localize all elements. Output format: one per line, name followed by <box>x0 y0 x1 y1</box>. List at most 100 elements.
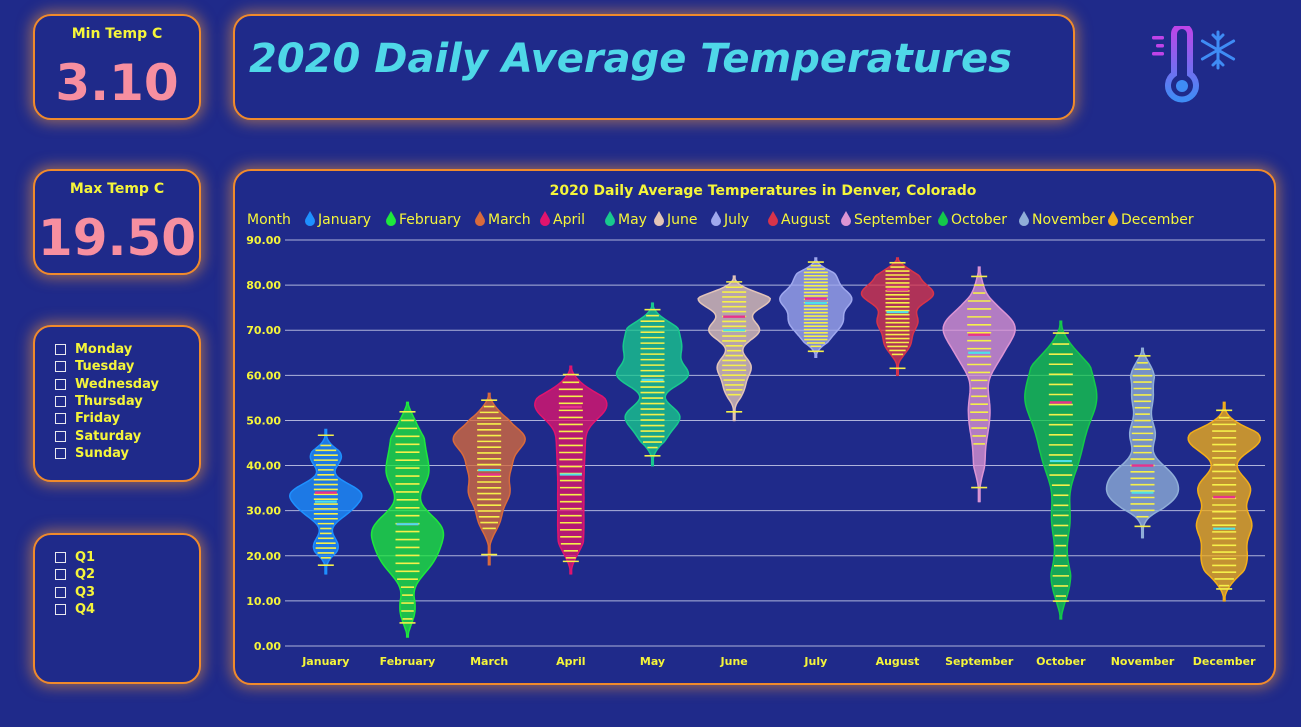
max-temp-card: Max Temp C 19.50 <box>33 169 201 275</box>
checkbox-saturday[interactable] <box>55 430 66 442</box>
day-option-label: Friday <box>75 411 121 427</box>
checkbox-q2[interactable] <box>55 569 66 581</box>
quarter-option-label: Q3 <box>75 584 96 600</box>
checkbox-q4[interactable] <box>55 604 66 616</box>
x-tick-label: April <box>556 655 585 668</box>
legend-marker-may <box>605 211 615 226</box>
chart-title: 2020 Daily Average Temperatures in Denve… <box>550 183 977 199</box>
legend-marker-february <box>386 211 396 226</box>
min-temp-value: 3.10 <box>55 54 179 112</box>
legend-marker-march <box>475 211 485 227</box>
y-tick-label: 50.00 <box>246 414 281 427</box>
thermometer-snowflake-icon <box>1152 26 1236 103</box>
checkbox-tuesday[interactable] <box>55 361 66 373</box>
violin-march <box>452 392 526 566</box>
min-temp-card: Min Temp C 3.10 <box>33 14 201 120</box>
chart-card: 2020 Daily Average Temperatures in Denve… <box>233 169 1276 685</box>
min-temp-label: Min Temp C <box>71 26 163 42</box>
day-option-saturday[interactable]: Saturday <box>55 427 159 444</box>
violin-july <box>779 257 853 359</box>
checkbox-q1[interactable] <box>55 552 66 564</box>
violin-december <box>1187 401 1261 602</box>
legend-marker-november <box>1019 211 1029 226</box>
violin-february <box>370 401 445 638</box>
max-temp-value: 19.50 <box>37 209 197 267</box>
x-tick-label: January <box>301 655 349 668</box>
day-option-label: Monday <box>75 342 133 358</box>
y-tick-label: 10.00 <box>246 595 281 608</box>
legend-marker-october <box>938 211 948 226</box>
legend-entry-october: October <box>951 212 1007 228</box>
checkbox-monday[interactable] <box>55 344 66 356</box>
legend-entry-may: May <box>618 212 647 228</box>
y-tick-label: 0.00 <box>254 640 281 653</box>
x-tick-label: May <box>640 655 665 668</box>
snowflake-icon <box>1200 30 1236 70</box>
legend-marker-july <box>711 211 721 226</box>
checkbox-thursday[interactable] <box>55 396 66 408</box>
legend-entry-september: September <box>854 212 932 228</box>
legend-entry-february: February <box>399 212 461 228</box>
day-option-thursday[interactable]: Thursday <box>55 393 159 410</box>
thermometer-icon <box>1152 26 1199 103</box>
x-tick-label: December <box>1193 655 1256 668</box>
x-tick-label: August <box>876 655 920 668</box>
violin-september <box>942 266 1016 503</box>
quarter-slicer-list: Q1 Q2 Q3 Q4 <box>55 549 95 618</box>
day-option-friday[interactable]: Friday <box>55 410 159 427</box>
day-option-tuesday[interactable]: Tuesday <box>55 358 159 375</box>
x-tick-label: February <box>380 655 436 668</box>
legend-marker-august <box>768 211 779 226</box>
x-tick-label: June <box>720 655 748 668</box>
y-tick-label: 90.00 <box>246 234 281 247</box>
day-option-sunday[interactable]: Sunday <box>55 445 159 462</box>
x-tick-label: March <box>470 655 508 668</box>
day-option-label: Tuesday <box>75 359 135 375</box>
violin-october <box>1024 320 1098 620</box>
legend-entry-august: August <box>781 212 831 228</box>
quarter-option-q3[interactable]: Q3 <box>55 584 95 601</box>
legend-entry-march: March <box>488 212 531 228</box>
legend-marker-april <box>540 211 550 227</box>
quarter-option-q1[interactable]: Q1 <box>55 549 95 566</box>
day-option-wednesday[interactable]: Wednesday <box>55 376 159 393</box>
x-tick-label: October <box>1036 655 1086 668</box>
quarter-option-q4[interactable]: Q4 <box>55 601 95 618</box>
y-tick-label: 70.00 <box>246 324 281 337</box>
legend-entry-june: June <box>666 212 698 228</box>
checkbox-friday[interactable] <box>55 413 66 425</box>
legend-entry-july: July <box>723 212 749 228</box>
title-card: 2020 Daily Average Temperatures <box>233 14 1075 120</box>
quarter-option-label: Q1 <box>75 550 96 566</box>
page-title: 2020 Daily Average Temperatures <box>249 36 1012 82</box>
violin-june <box>697 275 772 422</box>
quarter-option-q2[interactable]: Q2 <box>55 566 95 583</box>
y-tick-label: 80.00 <box>246 279 281 292</box>
quarter-option-label: Q2 <box>75 567 96 583</box>
legend-marker-june <box>654 211 664 226</box>
legend-entry-april: April <box>553 212 585 228</box>
legend-entry-january: January <box>317 212 371 228</box>
y-tick-label: 20.00 <box>246 550 281 563</box>
violin-chart: 2020 Daily Average Temperatures in Denve… <box>246 183 1265 668</box>
violin-november <box>1105 347 1180 539</box>
max-temp-label: Max Temp C <box>69 181 165 197</box>
day-option-label: Sunday <box>75 445 130 461</box>
y-tick-label: 60.00 <box>246 369 281 382</box>
violin-april <box>534 365 608 575</box>
day-slicer: Monday Tuesday Wednesday Thursday Friday Satu… <box>33 325 201 482</box>
day-option-monday[interactable]: Monday <box>55 341 159 358</box>
day-option-label: Wednesday <box>75 376 159 392</box>
y-tick-label: 30.00 <box>246 505 281 518</box>
day-option-label: Thursday <box>75 394 143 410</box>
x-tick-label: July <box>803 655 827 668</box>
checkbox-wednesday[interactable] <box>55 378 66 390</box>
legend-title: Month <box>247 212 291 228</box>
checkbox-sunday[interactable] <box>55 447 66 459</box>
quarter-option-label: Q4 <box>75 602 96 618</box>
legend-marker-september <box>841 211 851 226</box>
checkbox-q3[interactable] <box>55 586 66 598</box>
violin-may <box>615 302 690 467</box>
legend-marker-january <box>305 211 315 226</box>
legend-entry-november: November <box>1032 212 1105 228</box>
